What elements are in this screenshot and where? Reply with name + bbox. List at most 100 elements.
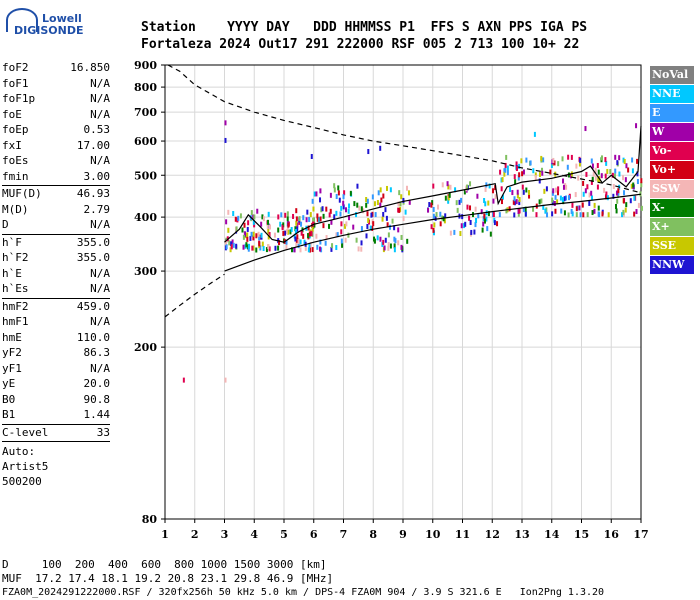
echo-point <box>333 183 336 189</box>
echo-point <box>313 191 316 197</box>
echo-point <box>340 221 343 227</box>
echo-point <box>611 172 614 178</box>
echo-point <box>621 212 624 218</box>
param-value: N/A <box>90 218 110 231</box>
echo-point <box>379 236 382 242</box>
echo-point <box>463 189 466 195</box>
echo-point <box>308 231 311 237</box>
echo-point <box>312 217 315 223</box>
echo-point <box>444 213 447 219</box>
echo-point <box>560 208 563 214</box>
param-label: h`E <box>2 266 22 280</box>
echo-point <box>294 236 297 242</box>
echo-point <box>625 163 628 169</box>
echo-point <box>246 236 249 242</box>
echo-point <box>590 195 593 201</box>
echo-point <box>464 221 467 227</box>
echo-point <box>513 212 516 218</box>
echo-point <box>480 209 483 215</box>
echo-point <box>344 207 347 213</box>
echo-point <box>295 242 298 248</box>
echo-point <box>552 157 555 163</box>
echo-point <box>282 222 285 228</box>
legend-item: NNW <box>650 256 694 274</box>
param-row: B0 90.8 <box>2 392 110 408</box>
echo-point <box>286 211 289 217</box>
echo-point <box>252 219 255 225</box>
echo-point <box>432 227 435 233</box>
echo-point <box>506 165 509 171</box>
echo-point <box>515 199 518 205</box>
echo-point <box>636 171 639 177</box>
echo-point <box>383 245 386 251</box>
param-value: 110.0 <box>76 330 110 344</box>
echo-point <box>312 224 315 230</box>
echo-point <box>370 212 373 218</box>
echo-point <box>300 230 303 236</box>
echo-point <box>615 208 618 214</box>
echo-point <box>541 170 544 176</box>
echo-point <box>373 201 376 207</box>
echo-point <box>494 185 497 191</box>
echo-point <box>252 245 255 251</box>
echo-point <box>284 212 287 218</box>
echo-point <box>463 223 466 229</box>
echo-point <box>246 226 249 232</box>
echo-point <box>302 233 305 239</box>
param-value: N/A <box>90 315 110 328</box>
echo-point <box>296 234 299 240</box>
echo-point <box>524 206 527 212</box>
echo-point <box>225 244 228 250</box>
echo-point <box>570 208 573 214</box>
echo-point <box>551 190 554 196</box>
profile-dashed-lower <box>164 273 225 318</box>
echo-point <box>407 190 410 196</box>
echo-point <box>575 212 578 218</box>
echo-point <box>237 215 240 221</box>
echo-point <box>285 239 288 245</box>
echo-point <box>535 212 538 218</box>
echo-point <box>578 205 581 211</box>
echo-point <box>439 221 442 227</box>
param-row: MUF(D) 46.93 <box>2 186 110 202</box>
echo-point <box>544 208 547 214</box>
echo-point <box>227 209 230 215</box>
echo-point <box>503 171 506 177</box>
echo-point <box>598 177 601 183</box>
echo-point <box>294 229 297 235</box>
clevel-label: C-level <box>2 425 49 439</box>
echo-point <box>627 167 630 173</box>
echo-point <box>481 227 484 233</box>
echo-point <box>397 240 400 246</box>
echo-point <box>312 206 315 212</box>
echo-point <box>492 212 495 218</box>
echo-point <box>291 247 294 253</box>
echo-point <box>605 160 608 166</box>
echo-point <box>446 181 449 187</box>
auto-line: 500200 <box>2 475 42 488</box>
echo-point <box>228 240 231 246</box>
echo-point <box>640 205 643 211</box>
param-label: foEs <box>2 154 29 167</box>
echo-point <box>453 229 456 235</box>
x-tick-label: 7 <box>340 528 348 541</box>
echo-point <box>267 234 270 240</box>
echo-point <box>588 192 591 198</box>
echo-point <box>514 179 517 185</box>
echo-point <box>432 206 435 212</box>
echo-point <box>224 137 227 143</box>
echo-point <box>449 184 452 190</box>
legend-item: E <box>650 104 694 122</box>
param-label: hmF1 <box>2 315 29 328</box>
echo-point <box>459 231 462 237</box>
echo-point <box>447 195 450 201</box>
echo-point <box>554 208 557 214</box>
header-labels: Station YYYY DAY DDD HHMMSS P1 FFS S AXN… <box>141 20 588 35</box>
legend-item: NoVal <box>650 66 694 84</box>
echo-point <box>261 241 264 247</box>
echo-point <box>485 216 488 222</box>
echo-point <box>525 157 528 163</box>
echo-point <box>308 247 311 253</box>
echo-point <box>624 207 627 213</box>
echo-point <box>460 197 463 203</box>
